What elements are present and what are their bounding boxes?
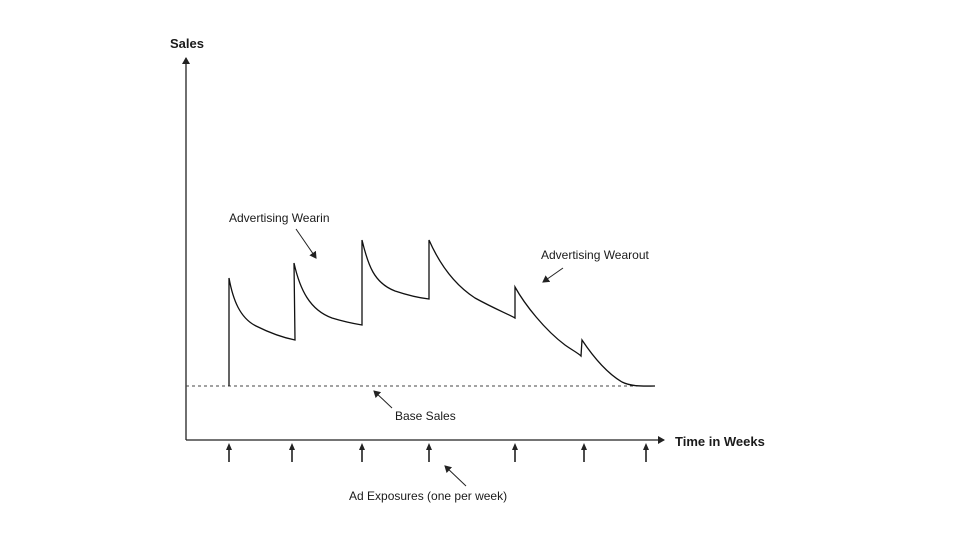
wearin-pointer-arrow [295,228,317,259]
ad-exposures-pointer-arrow [444,465,467,487]
advertising-wearin-label: Advertising Wearin [229,211,330,225]
sales-response-curve [228,239,656,387]
y-axis-title: Sales [170,36,204,51]
advertising-wearout-label: Advertising Wearout [541,248,649,262]
base-sales-pointer-arrow [373,390,393,409]
ad-exposure-arrowhead [289,443,295,450]
ad-exposure-arrowhead [643,443,649,450]
ad-exposure-arrowhead [359,443,365,450]
x-axis-title: Time in Weeks [675,434,765,449]
ad-exposures-label: Ad Exposures (one per week) [349,489,507,503]
ad-exposure-arrowhead [512,443,518,450]
ad-exposure-arrowhead [226,443,232,450]
ad-exposure-arrowhead [581,443,587,450]
ad-exposure-arrows [226,443,649,462]
base-sales-label: Base Sales [395,409,456,423]
wearout-pointer-arrow [542,267,564,283]
ad-exposure-arrowhead [426,443,432,450]
